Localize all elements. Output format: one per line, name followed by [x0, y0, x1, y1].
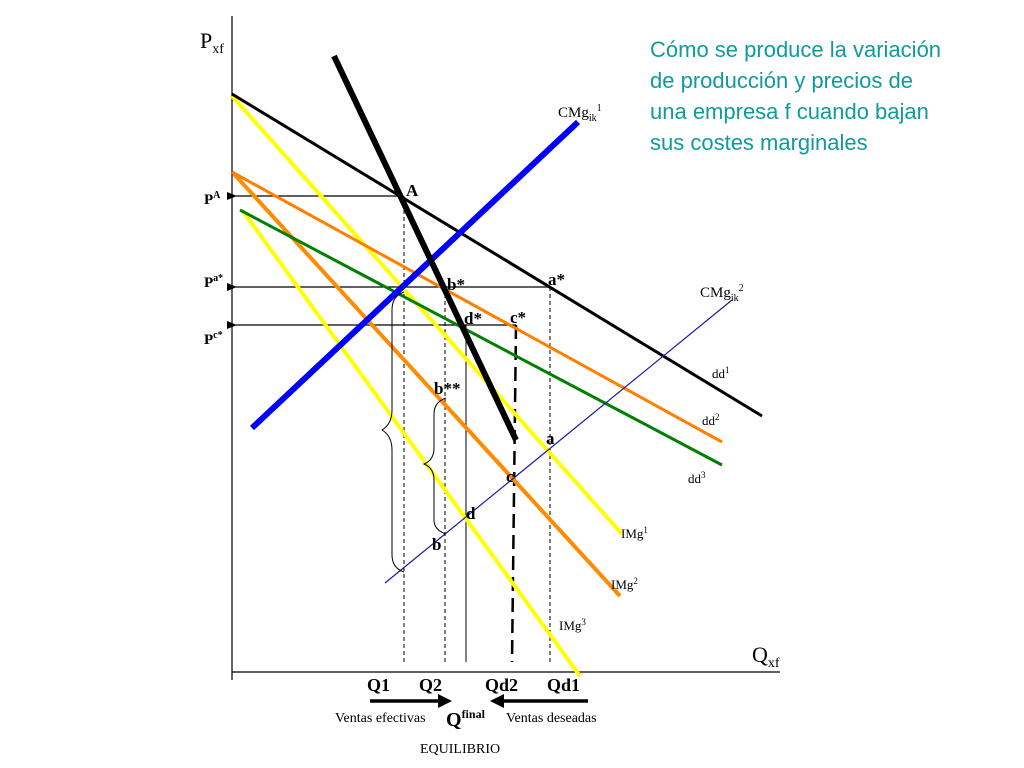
img1-curve	[230, 94, 624, 536]
dd1-curve	[231, 92, 763, 418]
cmg2-curve	[384, 299, 733, 584]
label-img1: IMg1	[621, 525, 648, 541]
label-img3: IMg3	[559, 617, 586, 633]
label-cmg2: CMgik2	[700, 283, 744, 304]
price-label-pc-star: Pc*	[204, 330, 223, 348]
q-label-qd2: Qd2	[485, 675, 518, 695]
price-label-pa: PA	[204, 190, 221, 208]
cmg1-curve	[249, 119, 581, 431]
img3-curve	[240, 208, 582, 678]
q-label-qd1: Qd1	[547, 675, 580, 695]
text-ventas-efectivas: Ventas efectivas	[335, 711, 426, 726]
q-label-q1: Q1	[367, 675, 390, 695]
point-b-2star: b**	[434, 379, 460, 398]
img2-curve	[232, 172, 622, 598]
x-axis-label: Qxf	[752, 642, 780, 671]
label-dd2: dd2	[702, 412, 720, 428]
label-cmg1: CMgik1	[558, 103, 602, 124]
brace-large	[381, 291, 405, 573]
brace-small	[422, 397, 447, 535]
point-A: A	[406, 181, 419, 200]
point-a: a	[546, 429, 555, 448]
dd2-curve	[231, 170, 723, 444]
point-a-star: a*	[548, 270, 565, 289]
point-b: b	[432, 535, 441, 554]
title-line-4: sus costes marginales	[650, 130, 868, 155]
label-dd3: dd3	[688, 470, 706, 486]
title-line-3: una empresa f cuando bajan	[650, 99, 929, 124]
y-axis-label: Pxf	[200, 28, 224, 57]
title-line-2: de producción y precios de	[650, 68, 913, 93]
guide-qd2	[510, 324, 518, 663]
text-equilibrio: EQUILIBRIO	[420, 742, 500, 757]
title-line-1: Cómo se produce la variación	[650, 37, 942, 62]
text-q-final: Qfinal	[446, 707, 486, 731]
point-d-star: d*	[464, 309, 482, 328]
arrowhead-ventas-efectivas	[438, 694, 452, 708]
dd3-curve	[239, 208, 723, 467]
q-label-q2: Q2	[419, 675, 442, 695]
label-dd1: dd1	[712, 365, 730, 381]
reaction-line	[331, 54, 519, 442]
point-c: c	[506, 467, 514, 486]
point-c-star: c*	[510, 308, 526, 327]
text-ventas-deseadas: Ventas deseadas	[506, 711, 597, 726]
price-label-pa-star: Pa*	[204, 273, 223, 291]
arrowhead-ventas-deseadas	[490, 694, 504, 708]
diagram-title: Cómo se produce la variación de producci…	[650, 34, 1010, 158]
point-d: d	[466, 504, 476, 523]
label-img2: IMg2	[611, 576, 638, 592]
point-b-star: b*	[447, 275, 465, 294]
